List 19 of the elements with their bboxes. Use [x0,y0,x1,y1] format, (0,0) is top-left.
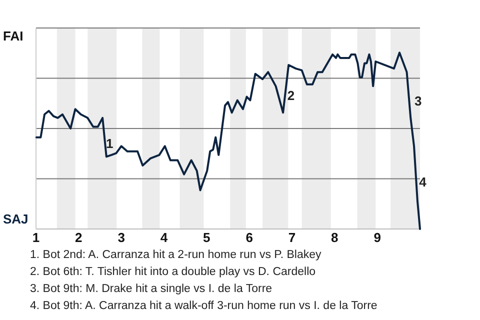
annotation: 1 [106,136,114,151]
text: 1. Bot 2nd: A. Carranza hit a 2-run home run vs P. Blakey [30,249,322,261]
x-tick-label: 7 [288,230,296,245]
x-tick-label: 4 [160,230,168,245]
text: SAJ [3,211,28,226]
x-tick-label: 2 [75,230,82,245]
annotation: 2 [287,88,295,104]
x-tick-label: 8 [331,230,338,245]
x-tick-label: 1 [32,230,40,245]
x-tick-label: 5 [203,230,210,245]
x-tick-label: 9 [374,230,381,245]
text: 4. Bot 9th: A. Carranza hit a walk-off 3-run home run vs I. de la Torre [30,300,378,312]
text: FAI [3,28,24,44]
annotation: 3 [414,93,422,108]
annotation: 4 [419,174,428,190]
x-tick-label: 3 [118,230,125,245]
x-tick-label: 6 [246,230,253,245]
text: 3. Bot 9th: M. Drake hit a single vs I. de la Torre [30,283,272,295]
text: 2. Bot 6th: T. Tishler hit into a double play vs D. Cardello [30,266,316,278]
